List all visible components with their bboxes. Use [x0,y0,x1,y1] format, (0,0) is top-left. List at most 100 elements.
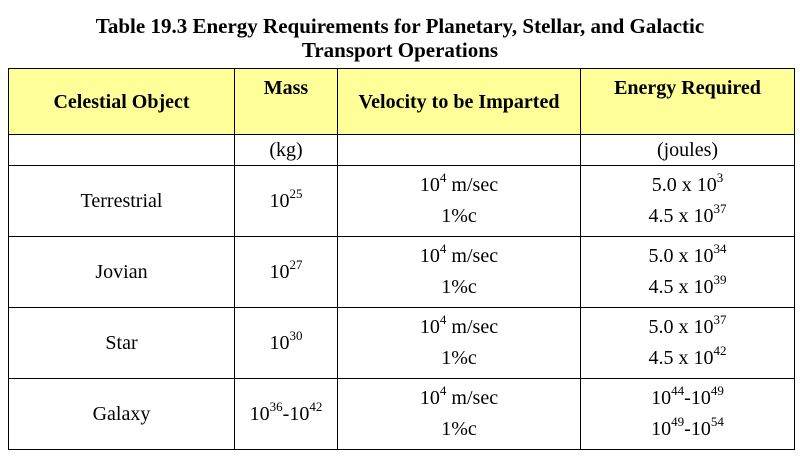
mass-value-exponent: 27 [289,256,303,272]
celestial-object-cell: Star [8,307,235,379]
units-row: (kg) (joules) [8,134,795,166]
velocity-value: 104 m/sec [338,383,580,414]
energy-line: 1044-1049 [581,383,794,414]
mass-cell: 1025 [234,165,338,237]
mass-value-exponent: 25 [289,185,303,201]
velocity-value-unit: m/sec [446,245,499,267]
velocity-value-base: 10 [419,316,440,338]
velocity-value-exponent: 4 [439,170,447,185]
velocity-value-base: 1%c [441,276,477,298]
energy-value: 4.5 x 1039 [648,273,727,298]
energy-requirements-table: Celestial Object Mass Velocity to be Imp… [8,68,795,450]
velocity-value-base: 1%c [441,205,477,227]
mass-value: -1042 [282,400,323,425]
energy-value: 5.0 x 1037 [648,313,727,338]
velocity-value-base: 10 [419,387,440,409]
energy-value-exponent: 42 [713,343,727,358]
energy-cell: 5.0 x 1037 4.5 x 1042 [580,307,795,379]
energy-value: 4.5 x 1042 [648,344,727,369]
mass-cell: 1036-1042 [234,378,338,450]
energy-value-exponent: 3 [716,170,724,185]
energy-value-exponent: 34 [713,241,727,256]
mass-value-exponent: 30 [289,327,303,343]
celestial-object-cell: Galaxy [8,378,235,450]
mass-cell: 1027 [234,236,338,308]
units-velocity-cell [337,134,581,166]
energy-line: 4.5 x 1039 [581,272,794,303]
table-title: Table 19.3 Energy Requirements for Plane… [0,0,800,62]
velocity-value-exponent: 4 [439,241,447,256]
energy-value: -1054 [684,415,724,440]
celestial-object-cell: Jovian [8,236,235,308]
velocity-value: 1%c [338,201,580,232]
mass-value-base: 10 [269,260,290,283]
mass-cell: 1030 [234,307,338,379]
energy-line: 1049-1054 [581,414,794,445]
velocity-cell: 104 m/sec 1%c [337,165,581,237]
mass-value-exponent: 36 [269,398,283,414]
energy-value-exponent: 49 [710,383,724,398]
mass-value: 1036 [250,400,283,425]
velocity-cell: 104 m/sec 1%c [337,307,581,379]
energy-value-base: 10 [651,387,672,409]
table-row: Galaxy 1036-1042 104 m/sec 1%c 1044-1049 1049… [8,378,795,450]
energy-value-base: 5.0 x 10 [648,316,714,338]
mass-value-base: 10 [269,189,290,212]
energy-value-base: 4.5 x 10 [648,205,714,227]
velocity-value: 1%c [338,272,580,303]
table-row: Terrestrial 1025 104 m/sec 1%c 5.0 x 103 4.5 … [8,165,795,237]
velocity-cell: 104 m/sec 1%c [337,378,581,450]
table-title-line-2: Transport Operations [301,38,499,62]
velocity-value: 1%c [338,343,580,374]
velocity-value-base: 1%c [441,347,477,369]
velocity-value: 104 m/sec [338,241,580,272]
energy-value: -1049 [684,384,724,409]
energy-value: 4.5 x 1037 [648,202,727,227]
mass-value: 1027 [269,258,303,283]
energy-value-exponent: 39 [713,272,727,287]
header-celestial-object: Celestial Object [8,68,235,135]
energy-line: 5.0 x 1034 [581,241,794,272]
energy-value-base: 4.5 x 10 [648,276,714,298]
mass-value-exponent: 42 [309,398,323,414]
velocity-value-base: 10 [419,174,440,196]
velocity-value-base: 10 [419,245,440,267]
velocity-value-base: 1%c [441,418,477,440]
energy-value-base: 5.0 x 10 [651,174,717,196]
energy-value-base: 5.0 x 10 [648,245,714,267]
energy-value: 5.0 x 103 [651,171,724,196]
energy-value-exponent: 49 [671,414,685,429]
energy-line: 5.0 x 1037 [581,312,794,343]
velocity-value-unit: m/sec [446,174,499,196]
header-energy-required: Energy Required [580,68,795,135]
energy-value-exponent: 37 [713,312,727,327]
energy-line: 5.0 x 103 [581,170,794,201]
header-velocity: Velocity to be Imparted [337,68,581,135]
units-object-cell [8,134,235,166]
mass-value: 1030 [270,329,303,354]
mass-value-base: -10 [282,402,310,425]
energy-value-base: -10 [684,418,711,440]
velocity-value-exponent: 4 [439,312,447,327]
energy-value-base: 4.5 x 10 [648,347,714,369]
energy-value-base: 10 [651,418,672,440]
velocity-value: 1%c [338,414,580,445]
table-row: Jovian 1027 104 m/sec 1%c 5.0 x 1034 4.5 x 10… [8,236,795,308]
energy-value-exponent: 37 [713,201,727,216]
units-mass-cell: (kg) [234,134,338,166]
velocity-value: 104 m/sec [338,170,580,201]
energy-value-exponent: 54 [710,414,724,429]
units-energy-cell: (joules) [580,134,795,166]
energy-value: 5.0 x 1034 [648,242,727,267]
velocity-value-unit: m/sec [446,316,499,338]
energy-value: 1044 [651,384,684,409]
header-mass: Mass [234,68,338,135]
velocity-cell: 104 m/sec 1%c [337,236,581,308]
celestial-object-cell: Terrestrial [8,165,235,237]
header-row: Celestial Object Mass Velocity to be Imp… [8,68,795,135]
velocity-value: 104 m/sec [338,312,580,343]
table-row: Star 1030 104 m/sec 1%c 5.0 x 1037 4.5 x 1042 [8,307,795,379]
energy-cell: 1044-1049 1049-1054 [580,378,795,450]
energy-line: 4.5 x 1037 [581,201,794,232]
energy-cell: 5.0 x 103 4.5 x 1037 [580,165,795,237]
